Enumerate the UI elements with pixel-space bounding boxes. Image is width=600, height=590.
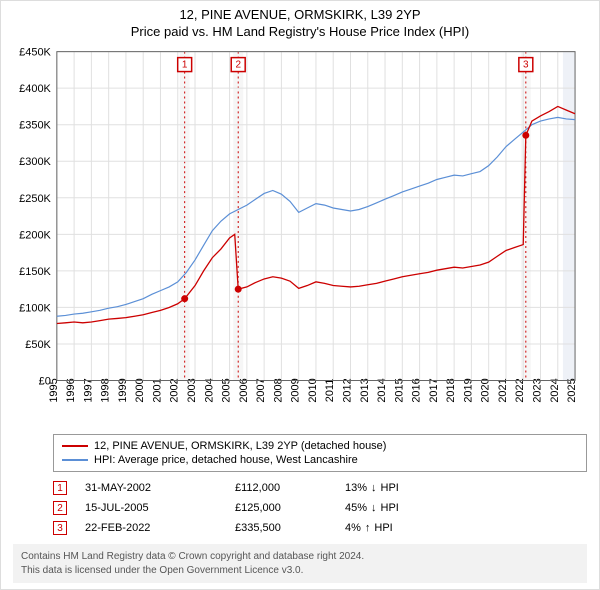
svg-text:£450K: £450K [19, 47, 51, 59]
svg-text:£300K: £300K [19, 156, 51, 168]
sale-row: 1 31-MAY-2002 £112,000 13% ↓ HPI [53, 478, 587, 498]
sale-diff: 4% ↑ HPI [345, 522, 465, 534]
sale-marker-box: 2 [53, 501, 67, 515]
sale-date: 15-JUL-2005 [85, 502, 235, 514]
svg-text:1: 1 [182, 60, 188, 71]
chart-area: £0£50K£100K£150K£200K£250K£300K£350K£400… [11, 45, 589, 430]
svg-text:2015: 2015 [393, 378, 405, 402]
svg-text:£350K: £350K [19, 120, 51, 132]
svg-text:£400K: £400K [19, 83, 51, 95]
title-subtitle: Price paid vs. HM Land Registry's House … [1, 24, 599, 39]
svg-text:1998: 1998 [100, 378, 112, 402]
chart-svg: £0£50K£100K£150K£200K£250K£300K£350K£400… [11, 45, 589, 430]
sale-price: £112,000 [235, 482, 345, 494]
svg-text:2016: 2016 [411, 378, 423, 402]
footer-line2: This data is licensed under the Open Gov… [21, 564, 579, 578]
svg-text:2002: 2002 [169, 378, 181, 402]
svg-text:£150K: £150K [19, 266, 51, 278]
svg-text:2008: 2008 [272, 378, 284, 402]
svg-text:£100K: £100K [19, 302, 51, 314]
svg-text:2023: 2023 [532, 378, 544, 402]
svg-text:2014: 2014 [376, 378, 388, 402]
title-block: 12, PINE AVENUE, ORMSKIRK, L39 2YP Price… [1, 1, 599, 41]
sale-date: 31-MAY-2002 [85, 482, 235, 494]
legend-label: HPI: Average price, detached house, West… [94, 454, 358, 466]
svg-text:2017: 2017 [428, 378, 440, 402]
svg-text:2024: 2024 [549, 378, 561, 402]
svg-text:2003: 2003 [186, 378, 198, 402]
svg-text:2004: 2004 [203, 378, 215, 402]
svg-text:1999: 1999 [117, 378, 129, 402]
sale-price: £125,000 [235, 502, 345, 514]
title-address: 12, PINE AVENUE, ORMSKIRK, L39 2YP [1, 7, 599, 22]
sales-table: 1 31-MAY-2002 £112,000 13% ↓ HPI 2 15-JU… [53, 478, 587, 538]
sale-marker-box: 3 [53, 521, 67, 535]
svg-text:2025: 2025 [566, 378, 578, 402]
svg-text:2006: 2006 [238, 378, 250, 402]
svg-text:2000: 2000 [134, 378, 146, 402]
svg-text:2009: 2009 [290, 378, 302, 402]
arrow-down-icon: ↓ [371, 502, 377, 514]
footer-line1: Contains HM Land Registry data © Crown c… [21, 550, 579, 564]
svg-text:2: 2 [235, 60, 241, 71]
svg-text:2020: 2020 [480, 378, 492, 402]
legend: 12, PINE AVENUE, ORMSKIRK, L39 2YP (deta… [53, 434, 587, 472]
svg-text:2022: 2022 [514, 378, 526, 402]
svg-text:1995: 1995 [48, 378, 60, 402]
svg-text:1997: 1997 [82, 378, 94, 402]
svg-text:£200K: £200K [19, 229, 51, 241]
sale-marker-box: 1 [53, 481, 67, 495]
legend-swatch [62, 459, 88, 461]
svg-text:2021: 2021 [497, 378, 509, 402]
svg-text:2018: 2018 [445, 378, 457, 402]
arrow-up-icon: ↑ [365, 522, 371, 534]
svg-text:2007: 2007 [255, 378, 267, 402]
svg-text:3: 3 [523, 60, 529, 71]
legend-item-property: 12, PINE AVENUE, ORMSKIRK, L39 2YP (deta… [62, 439, 578, 453]
svg-text:1996: 1996 [65, 378, 77, 402]
legend-swatch [62, 445, 88, 447]
sale-date: 22-FEB-2022 [85, 522, 235, 534]
sale-diff: 13% ↓ HPI [345, 482, 465, 494]
legend-label: 12, PINE AVENUE, ORMSKIRK, L39 2YP (deta… [94, 440, 386, 452]
svg-text:2001: 2001 [151, 378, 163, 402]
svg-text:2010: 2010 [307, 378, 319, 402]
svg-text:2013: 2013 [359, 378, 371, 402]
svg-text:£250K: £250K [19, 193, 51, 205]
sale-diff: 45% ↓ HPI [345, 502, 465, 514]
svg-text:2019: 2019 [462, 378, 474, 402]
arrow-down-icon: ↓ [371, 482, 377, 494]
svg-text:2005: 2005 [221, 378, 233, 402]
sale-row: 3 22-FEB-2022 £335,500 4% ↑ HPI [53, 518, 587, 538]
svg-text:£50K: £50K [25, 339, 51, 351]
sale-price: £335,500 [235, 522, 345, 534]
svg-text:2011: 2011 [324, 379, 336, 403]
footer-attribution: Contains HM Land Registry data © Crown c… [13, 544, 587, 583]
legend-item-hpi: HPI: Average price, detached house, West… [62, 453, 578, 467]
sale-row: 2 15-JUL-2005 £125,000 45% ↓ HPI [53, 498, 587, 518]
svg-text:2012: 2012 [341, 378, 353, 402]
chart-container: 12, PINE AVENUE, ORMSKIRK, L39 2YP Price… [0, 0, 600, 590]
